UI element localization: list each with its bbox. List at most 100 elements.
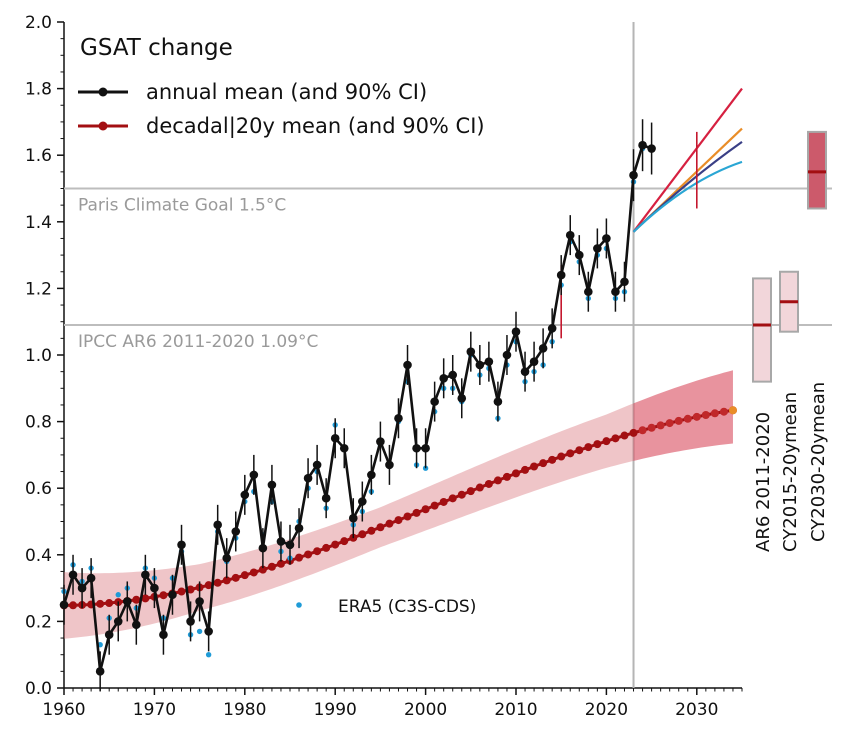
legend: GSAT change annual mean (and 90% CI) dec… (78, 35, 485, 617)
decadal-mean-point (141, 594, 150, 603)
x-tick-label: 1990 (314, 700, 357, 720)
y-tick-label: 0.8 (25, 413, 52, 433)
annual-mean-point (421, 443, 430, 453)
decadal-mean-point (719, 407, 728, 416)
annual-mean-point (520, 367, 530, 376)
decadal-mean-point (502, 472, 511, 481)
decadal-mean-point (313, 547, 322, 556)
annual-mean-point (629, 170, 638, 180)
decadal-mean-point (521, 465, 530, 474)
annual-mean-point (113, 617, 123, 626)
decadal-mean-point (358, 530, 367, 539)
annual-mean-point (150, 583, 159, 593)
annual-mean-point (348, 513, 358, 523)
annual-mean-point (177, 540, 186, 550)
decadal-mean-point (331, 540, 340, 549)
annual-mean-point (611, 287, 620, 297)
side-bar-label: CY2030-20ymean (808, 382, 829, 542)
annual-mean-point (312, 460, 322, 470)
era5-point (115, 592, 121, 598)
annual-mean-point (565, 230, 575, 240)
annual-mean-point (168, 590, 177, 600)
decadal-mean-point (539, 459, 548, 468)
x-tick-label: 2030 (675, 700, 718, 720)
annual-mean-point (475, 360, 485, 370)
annual-mean-point (204, 627, 213, 636)
decadal-mean-point (611, 434, 620, 443)
annual-mean-point (430, 397, 439, 406)
annual-mean-point (240, 490, 250, 500)
annual-mean-point (367, 470, 376, 480)
decadal-mean-point (674, 416, 683, 425)
decadal-mean-point (231, 573, 240, 582)
decadal-mean-point (484, 479, 493, 488)
decadal-mean-point (159, 591, 168, 600)
decadal-mean-point (105, 599, 114, 608)
decadal-mean-point (222, 576, 231, 585)
annual-mean-point (104, 630, 114, 640)
annual-mean-point (231, 527, 241, 536)
decadal-mean-point (629, 428, 638, 437)
decadal-mean-point (249, 568, 258, 577)
decadal-mean-point (186, 585, 195, 594)
annual-mean-point (457, 393, 467, 403)
annual-mean-point (358, 497, 367, 506)
chart-title: GSAT change (80, 35, 233, 61)
ipcc-ar6-label: IPCC AR6 2011-2020 1.09°C (78, 332, 318, 352)
y-tick-label: 0.4 (25, 546, 52, 566)
decadal-mean-point (584, 443, 593, 452)
decadal-ci-band (64, 403, 634, 639)
annual-mean-point (493, 397, 503, 406)
annual-mean-point (95, 667, 105, 676)
annual-mean-point (466, 347, 476, 356)
annual-mean-point (267, 480, 277, 490)
x-ticks: 1960 1970 1980 1990 2000 2010 2020 2030 (42, 688, 743, 720)
annual-mean-point (484, 357, 494, 366)
decadal-mean-point (656, 421, 665, 430)
projection-band-group (633, 370, 733, 461)
annual-mean-point (647, 144, 656, 153)
era5-point (196, 628, 203, 635)
decadal-mean-point (376, 523, 385, 532)
annual-mean-point (502, 350, 512, 360)
annual-mean-point (141, 570, 150, 580)
decadal-mean-point (566, 449, 575, 458)
annual-mean-point (186, 617, 195, 626)
annual-mean-point (86, 573, 96, 583)
y-tick-label: 1.0 (25, 346, 52, 366)
decadal-mean-point (575, 446, 584, 455)
y-tick-label: 1.8 (25, 80, 52, 100)
y-tick-label: 0.0 (25, 679, 52, 699)
x-tick-label: 2010 (494, 700, 537, 720)
y-tick-label: 1.2 (25, 279, 52, 299)
annual-mean-point (303, 473, 313, 483)
annual-mean-point (602, 234, 611, 243)
decadal-mean-point (394, 516, 403, 525)
projection-line-upper (632, 87, 743, 233)
annual-mean-point (547, 324, 557, 333)
y-tick-label: 1.4 (25, 213, 52, 233)
legend-era5-label: ERA5 (C3S-CDS) (338, 597, 476, 617)
decadal-mean-point (367, 526, 376, 535)
decadal-mean-point (340, 537, 349, 546)
decadal-mean-point (493, 476, 502, 485)
decadal-mean-point (665, 419, 674, 428)
legend-annual-dot (98, 87, 108, 97)
decadal-mean-point (258, 565, 267, 574)
y-tick-label: 1.6 (25, 146, 52, 166)
side-bars: AR6 2011-2020 CY2015-20ymean CY2030-20ymea… (752, 130, 829, 552)
decadal-mean-point (69, 601, 78, 610)
annual-mean-point (593, 244, 602, 253)
y-tick-label: 2.0 (25, 13, 52, 33)
annual-mean-point (376, 437, 385, 446)
reference-lines: Paris Climate Goal 1.5°C IPCC AR6 2011-2… (64, 187, 832, 352)
decadal-mean-point (403, 512, 412, 521)
annual-mean-point (276, 537, 286, 546)
decadal-mean-point (322, 543, 331, 552)
decadal-mean-point (204, 581, 213, 590)
decadal-mean-point (177, 587, 186, 596)
decadal-mean-endpoint (728, 406, 737, 415)
annual-mean-point (620, 277, 629, 287)
annual-mean-point (403, 360, 412, 370)
decadal-mean-point (240, 571, 249, 580)
